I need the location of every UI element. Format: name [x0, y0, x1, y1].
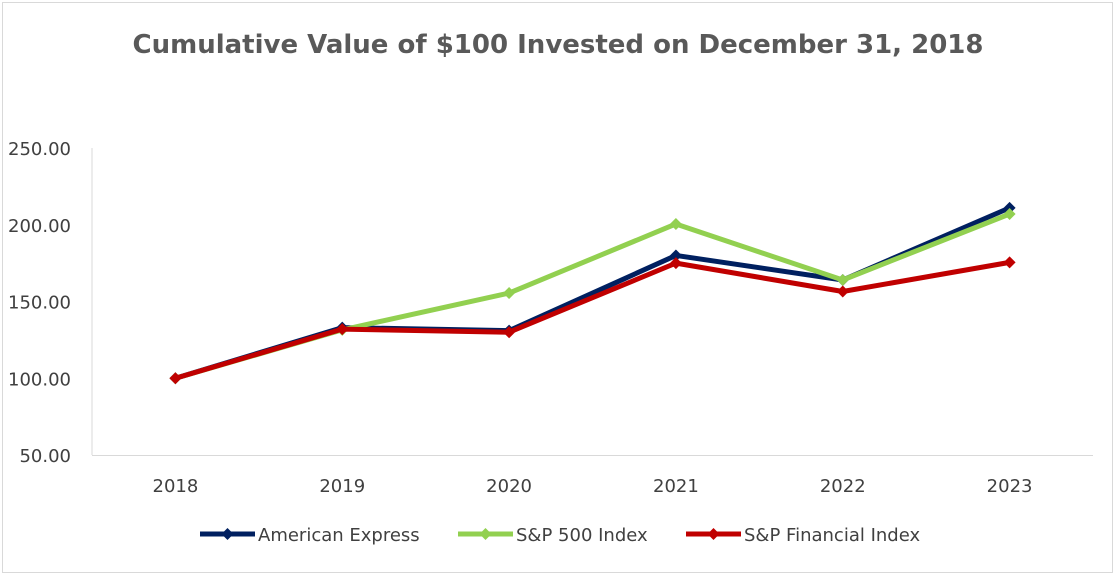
series-line [172, 205, 1013, 381]
x-tick-labels: 2018 2019 2020 2021 2022 2023 [153, 476, 1033, 497]
legend-item: American Express [200, 525, 420, 546]
data-point-marker [1003, 201, 1016, 214]
series-1 [169, 201, 1016, 385]
data-point-marker [669, 217, 682, 230]
data-point-marker [836, 274, 849, 287]
legend-item: S&P 500 Index [458, 525, 648, 546]
data-point-marker [669, 257, 682, 270]
legend-label: S&P Financial Index [744, 525, 920, 546]
data-point-marker [1003, 256, 1016, 269]
x-tick-label: 2019 [319, 476, 365, 497]
data-point-marker [503, 287, 516, 300]
y-tick-label: 200.00 [8, 216, 71, 237]
legend-swatch-marker [221, 528, 234, 540]
series-3 [169, 256, 1016, 385]
chart-title: Cumulative Value of $100 Invested on Dec… [133, 30, 984, 60]
y-tick-label: 50.00 [19, 446, 71, 467]
legend-item: S&P Financial Index [686, 525, 920, 546]
data-point-marker [669, 249, 682, 262]
legend-swatch-marker [479, 528, 492, 540]
legend-label: American Express [258, 525, 420, 546]
x-tick-label: 2022 [820, 476, 866, 497]
legend-label: S&P 500 Index [516, 525, 648, 546]
data-point-marker [503, 326, 516, 339]
x-tick-label: 2020 [486, 476, 532, 497]
data-point-marker [836, 285, 849, 298]
data-point-marker [336, 323, 349, 336]
y-tick-label: 150.00 [8, 293, 71, 314]
x-tick-label: 2018 [153, 476, 199, 497]
data-point-marker [1003, 208, 1016, 221]
chart-axes [91, 148, 1093, 456]
x-tick-label: 2023 [987, 476, 1033, 497]
y-tick-label: 250.00 [8, 139, 71, 160]
series-line [172, 259, 1013, 381]
series-layer [169, 201, 1016, 385]
x-tick-label: 2021 [653, 476, 699, 497]
legend-swatch-marker [707, 528, 720, 540]
y-tick-labels: 50.00 100.00 150.00 200.00 250.00 [8, 139, 71, 467]
y-tick-label: 100.00 [8, 369, 71, 390]
data-point-marker [169, 372, 182, 385]
legend: American Express S&P 500 Index S&P Financi… [200, 525, 920, 546]
